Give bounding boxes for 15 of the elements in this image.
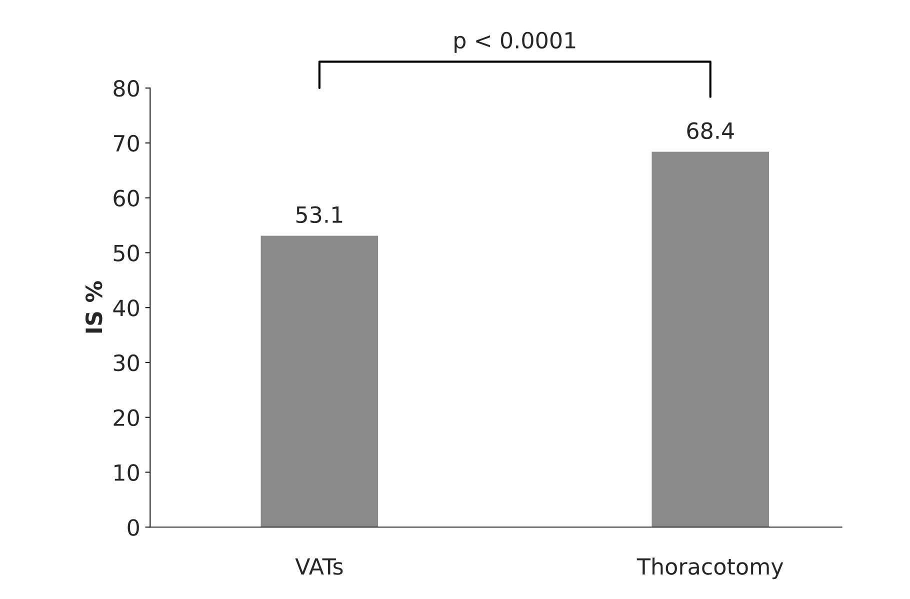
x-tick-label: Thoracotomy <box>636 558 784 580</box>
y-tick-label: 60 <box>114 190 139 207</box>
x-tick-label: VATs <box>295 558 343 575</box>
data-label: 53.1 <box>296 206 342 224</box>
y-tick-label: 30 <box>114 354 139 372</box>
y-tick-label: 0 <box>128 519 139 536</box>
text: p < 0.0001 <box>454 32 576 53</box>
y-tick-label: 20 <box>114 409 139 426</box>
y-tick-label: 50 <box>114 244 139 262</box>
y-tick-label: 10 <box>114 464 139 481</box>
y-tick-label: 70 <box>114 134 139 152</box>
data-label: 68.4 <box>687 122 734 140</box>
y-tick-label: 40 <box>113 300 139 316</box>
y-axis-title: IS % <box>85 281 102 333</box>
y-tick-label: 80 <box>114 80 139 97</box>
